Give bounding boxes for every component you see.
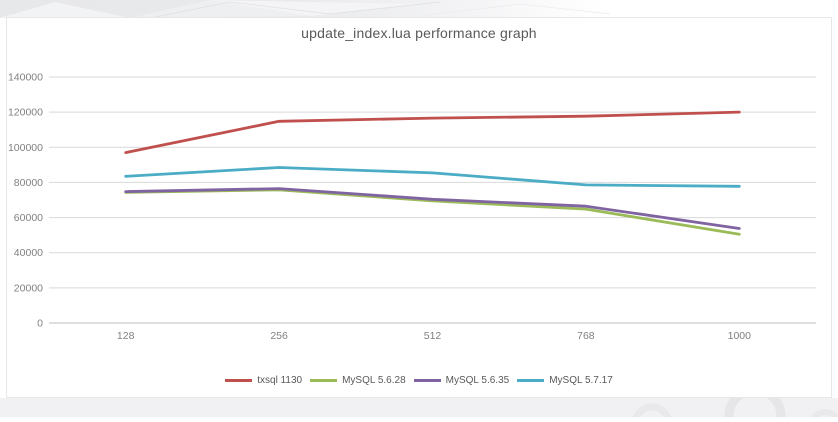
pattern-facet — [0, 2, 130, 18]
y-tick-label: 100000 — [8, 142, 43, 154]
pattern-facet — [130, 0, 310, 18]
performance-line-chart: 0 20000 40000 60000 80000 100000 120000 140000 1… — [8, 72, 816, 342]
legend-line-marker — [517, 379, 545, 382]
legend-label: MySQL 5.7.17 — [549, 375, 613, 386]
y-tick-label: 20000 — [14, 282, 43, 294]
y-tick-label: 140000 — [8, 72, 43, 84]
legend-item: MySQL 5.6.28 — [310, 375, 406, 386]
slide-top-strip — [0, 0, 838, 18]
gear-circle — [724, 385, 786, 422]
chart-legend: txsql 1130 MySQL 5.6.28 MySQL 5.6.35 MySQL … — [7, 375, 831, 386]
legend-label: MySQL 5.6.28 — [342, 375, 406, 386]
gear-circle — [808, 409, 838, 422]
legend-line-marker — [413, 379, 441, 382]
series-line-txsql-1130 — [124, 110, 741, 155]
x-tick-label: 256 — [270, 330, 288, 342]
pattern-line — [149, 1, 441, 18]
legend-label: MySQL 5.6.35 — [445, 375, 510, 386]
legend-label: txsql 1130 — [257, 375, 303, 386]
y-tick-label: 80000 — [14, 177, 43, 189]
gear-watermark — [631, 385, 838, 422]
x-tick-label: 1000 — [728, 330, 752, 342]
x-tick-label: 512 — [424, 330, 442, 342]
y-tick-label: 60000 — [14, 212, 43, 224]
series-line-mysql-5-6-28 — [124, 188, 741, 236]
x-tick-label: 128 — [117, 330, 135, 342]
gear-circle — [631, 403, 673, 422]
legend-line-marker — [225, 379, 253, 382]
legend-item: MySQL 5.6.35 — [413, 375, 510, 386]
series-line-mysql-5-6-35 — [124, 187, 741, 230]
legend-item: txsql 1130 — [225, 375, 302, 386]
y-tick-label: 120000 — [8, 107, 43, 119]
pattern-line — [419, 3, 611, 17]
x-tick-label: 768 — [577, 330, 595, 342]
legend-line-marker — [310, 379, 338, 382]
pattern-facet — [210, 0, 420, 16]
chart-panel: update_index.lua performance graph 0 2000… — [6, 17, 832, 398]
y-tick-label: 40000 — [14, 247, 43, 259]
slide-background-pattern — [0, 0, 611, 18]
legend-item: MySQL 5.7.17 — [517, 375, 613, 386]
chart-title: update_index.lua performance graph — [301, 25, 537, 41]
series-line-mysql-5-7-17 — [124, 166, 741, 188]
y-tick-label: 0 — [37, 318, 43, 330]
slide-bottom-strip — [0, 385, 838, 422]
